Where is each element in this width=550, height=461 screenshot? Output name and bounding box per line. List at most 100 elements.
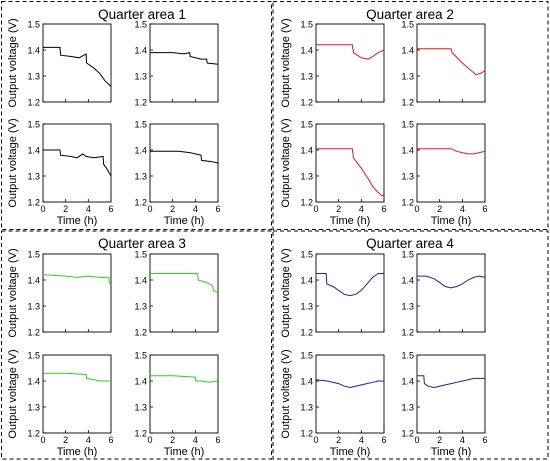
plot-frame	[149, 123, 219, 203]
y-tick-label: 1.4	[401, 276, 414, 286]
plot-panel: 1.2 1.3 1.4 1.5	[134, 250, 219, 338]
y-axis-label: Output voltage (V)	[280, 349, 292, 438]
y-axis-label: Output voltage (V)	[280, 248, 292, 337]
x-tick-label: 4	[193, 435, 198, 445]
y-tick-label: 1.2	[300, 328, 313, 338]
voltage-series-line	[417, 148, 486, 155]
x-tick-label: 4	[460, 204, 465, 214]
y-axis-label: Output voltage (V)	[280, 118, 292, 207]
y-tick-label: 1.2	[401, 429, 414, 439]
quarter-3-title: Quarter area 3	[98, 236, 186, 251]
plot-panel: 1.2 1.3 1.4 1.5	[401, 250, 486, 338]
voltage-series-line	[150, 375, 219, 383]
plot-panel: 1.2 1.3 1.4 1.5 0 2 4 6 Time (h)	[134, 120, 220, 228]
y-tick-label: 1.2	[134, 328, 147, 338]
y-axis-label: Output voltage (V)	[7, 248, 19, 337]
quarter-area-2: Quarter area 2	[272, 1, 549, 230]
y-tick-label: 1.5	[134, 250, 147, 260]
plot-panel: 1.2 1.3 1.4 1.5 Output voltage (V)	[280, 248, 385, 338]
plot-panel: 1.2 1.3 1.4 1.5 0 2 4 6 Time (h) Output voltage (…	[7, 349, 114, 458]
x-axis-label: Time (h)	[330, 446, 371, 458]
y-tick-label: 1.4	[134, 146, 147, 156]
voltage-series-line	[316, 44, 385, 60]
y-tick-label: 1.2	[27, 198, 40, 208]
y-tick-label: 1.5	[300, 20, 313, 30]
y-tick-label: 1.2	[27, 429, 40, 439]
x-tick-label: 4	[359, 204, 364, 214]
voltage-series-line	[42, 274, 112, 286]
plot-panel: 1.2 1.3 1.4 1.5 0 2 4 6 Time (h)	[134, 351, 220, 459]
x-tick-label: 2	[336, 435, 341, 445]
x-axis-label: Time (h)	[57, 446, 98, 458]
voltage-series-line	[315, 379, 384, 389]
quarter-area-1: Quarter area 1	[1, 1, 272, 230]
x-tick-label: 0	[313, 204, 318, 214]
voltage-series-line	[316, 273, 384, 297]
y-tick-label: 1.2	[134, 429, 147, 439]
y-axis-label: Output voltage (V)	[280, 18, 292, 107]
quarter-2-title: Quarter area 2	[366, 7, 454, 22]
x-axis-label: Time (h)	[330, 215, 371, 227]
voltage-series-line	[43, 149, 112, 177]
quarter-1-frame	[1, 1, 272, 230]
plot-panel: 1.2 1.3 1.4 1.5 0 2 4 6 Time (h) Output voltage (…	[280, 349, 387, 458]
plot-frame	[315, 23, 385, 103]
y-tick-label: 1.2	[401, 198, 414, 208]
y-tick-label: 1.3	[300, 403, 313, 413]
x-tick-label: 0	[40, 435, 45, 445]
y-tick-label: 1.4	[27, 46, 40, 56]
plot-panel: 1.2 1.3 1.4 1.5 0 2 4 6 Time (h)	[401, 351, 487, 459]
y-tick-label: 1.2	[401, 328, 414, 338]
x-tick-label: 2	[336, 204, 341, 214]
plot-panel: 1.2 1.3 1.4 1.5 Output voltage (V)	[280, 18, 385, 108]
y-axis-label: Output voltage (V)	[7, 349, 19, 438]
y-tick-label: 1.2	[134, 98, 147, 108]
plot-panel: 1.2 1.3 1.4 1.5 0 2 4 6 Time (h)	[401, 120, 487, 228]
y-tick-label: 1.3	[300, 172, 313, 182]
y-tick-label: 1.4	[27, 146, 40, 156]
y-tick-label: 1.2	[134, 198, 147, 208]
quarter-4-title: Quarter area 4	[366, 236, 454, 251]
y-tick-label: 1.4	[300, 377, 313, 387]
plot-panel: 1.2 1.3 1.4 1.5 Output voltage (V)	[7, 248, 112, 338]
x-tick-label: 2	[63, 204, 68, 214]
plot-frame	[149, 23, 219, 103]
plot-frame	[416, 253, 486, 333]
y-tick-label: 1.5	[401, 250, 414, 260]
y-tick-label: 1.5	[300, 120, 313, 130]
x-tick-label: 6	[482, 204, 487, 214]
y-tick-label: 1.3	[401, 403, 414, 413]
plot-frame	[42, 123, 112, 203]
y-tick-label: 1.3	[27, 403, 40, 413]
x-tick-label: 0	[147, 435, 152, 445]
x-tick-label: 6	[108, 435, 113, 445]
y-tick-label: 1.5	[134, 351, 147, 361]
x-tick-label: 2	[170, 435, 175, 445]
y-tick-label: 1.4	[401, 46, 414, 56]
y-tick-label: 1.3	[27, 302, 40, 312]
y-axis-label: Output voltage (V)	[7, 118, 19, 207]
y-tick-label: 1.3	[134, 172, 147, 182]
plot-panel: 1.2 1.3 1.4 1.5	[401, 20, 486, 108]
y-tick-label: 1.2	[401, 98, 414, 108]
plot-frame	[149, 253, 219, 333]
x-tick-label: 6	[108, 204, 113, 214]
voltage-series-line	[417, 375, 485, 389]
x-axis-label: Time (h)	[164, 215, 205, 227]
y-tick-label: 1.5	[134, 120, 147, 130]
y-tick-label: 1.3	[134, 72, 147, 82]
x-tick-label: 0	[414, 204, 419, 214]
y-tick-label: 1.5	[300, 351, 313, 361]
x-tick-label: 2	[170, 204, 175, 214]
x-tick-label: 4	[86, 204, 91, 214]
y-tick-label: 1.4	[300, 146, 313, 156]
y-tick-label: 1.4	[134, 46, 147, 56]
y-tick-label: 1.5	[401, 120, 414, 130]
plot-frame	[416, 123, 486, 203]
y-tick-label: 1.4	[134, 377, 147, 387]
y-tick-label: 1.5	[401, 351, 414, 361]
y-tick-label: 1.3	[401, 172, 414, 182]
voltage-series-line	[43, 46, 112, 87]
